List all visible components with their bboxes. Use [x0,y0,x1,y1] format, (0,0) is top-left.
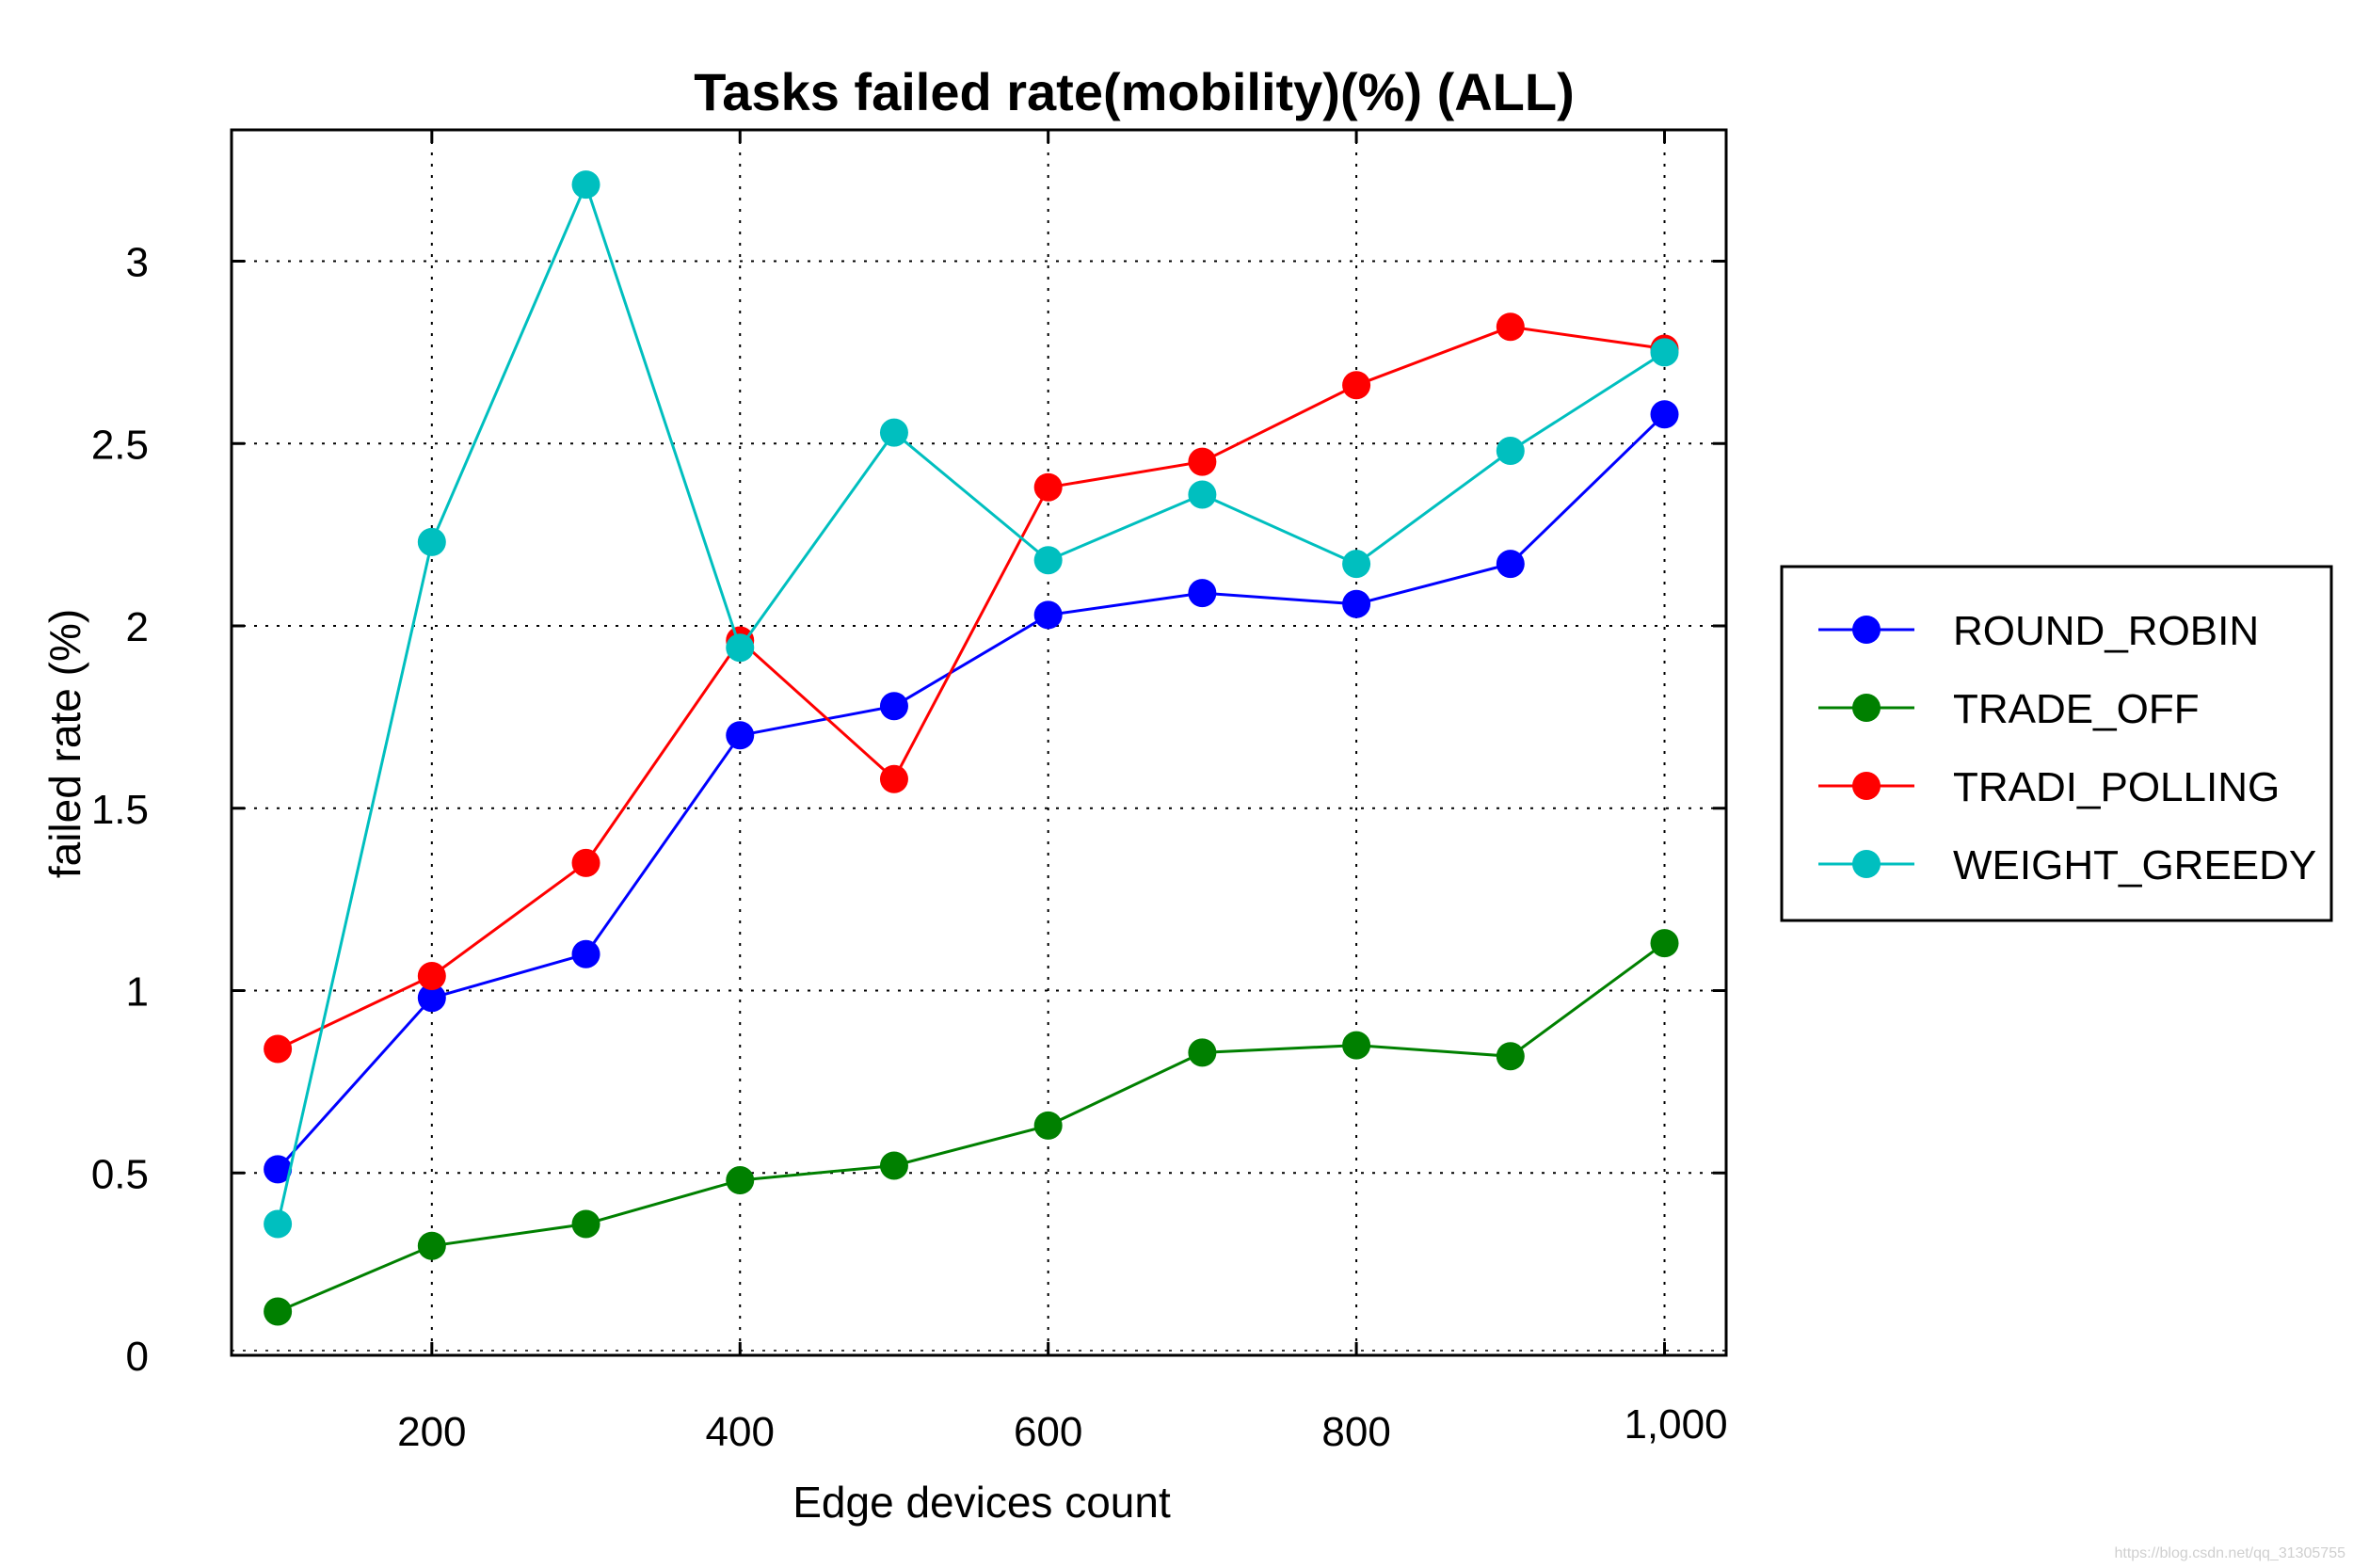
data-point-tradi-polling [879,764,908,793]
series-line-round-robin [276,413,1666,1171]
series-layer [264,170,1679,1326]
data-point-trade-off [726,1166,755,1194]
legend-marker-round-robin [1852,616,1881,644]
data-point-round-robin [417,984,446,1013]
legend-marker-trade-off [1852,694,1881,722]
legend-label-round-robin: ROUND_ROBIN [1953,608,2259,654]
legend: ROUND_ROBIN TRADE_OFF TRADI_POLLING WEIGHT_… [1780,565,2333,922]
data-point-round-robin [571,939,600,968]
y-tick-label: 2 [126,604,149,650]
data-point-weight-greedy [571,170,600,200]
data-point-round-robin [264,1155,293,1184]
data-point-weight-greedy [1342,550,1371,579]
data-point-trade-off [571,1209,600,1239]
legend-label-trade-off: TRADE_OFF [1953,686,2200,732]
data-point-trade-off [1496,1042,1525,1071]
data-point-tradi-polling [1342,371,1371,400]
series-line-weight-greedy [276,180,1666,1224]
data-point-tradi-polling [1033,472,1063,502]
data-point-weight-greedy [1650,338,1679,367]
x-tick-label: 800 [1321,1409,1390,1455]
data-point-weight-greedy [1188,480,1217,509]
data-point-tradi-polling [264,1034,293,1064]
data-point-trade-off [1033,1111,1063,1140]
y-tick-label: 3 [126,240,149,286]
y-tick-label: 1.5 [91,787,149,833]
data-point-tradi-polling [571,848,600,877]
data-point-weight-greedy [1496,437,1525,465]
data-point-weight-greedy [264,1209,293,1239]
data-point-round-robin [1496,550,1525,579]
data-point-round-robin [726,721,755,750]
data-point-round-robin [1342,589,1371,618]
data-point-trade-off [417,1231,446,1260]
data-point-trade-off [1342,1031,1371,1060]
data-point-round-robin [1650,400,1679,429]
data-point-weight-greedy [1033,546,1063,575]
data-point-trade-off [879,1151,908,1180]
data-point-trade-off [1650,929,1679,958]
data-point-trade-off [1188,1038,1217,1067]
series-line-trade-off [277,941,1666,1313]
ticks: 0 0.5 1 1.5 2 2.5 3 200 400 600 800 1,000 [91,130,1728,1455]
legend-marker-weight-greedy [1852,850,1881,878]
y-tick-label: 0.5 [91,1151,149,1197]
y-axis-label: failed rate (%) [40,609,89,878]
data-point-tradi-polling [417,962,446,990]
legend-marker-tradi-polling [1852,772,1881,800]
y-tick-label: 2.5 [91,422,149,468]
data-point-tradi-polling [1496,312,1525,342]
watermark: https://blog.csdn.net/qq_31305755 [2114,1545,2345,1561]
data-point-round-robin [1033,600,1063,630]
plot-frame [230,128,1728,1357]
data-point-trade-off [264,1297,293,1326]
data-point-weight-greedy [417,527,446,556]
chart-title: Tasks failed rate(mobility)(%) (ALL) [694,62,1575,121]
series-line-tradi-polling [277,325,1665,1050]
y-tick-label: 0 [126,1334,149,1380]
data-point-tradi-polling [1188,447,1217,476]
data-point-weight-greedy [726,633,755,663]
x-tick-label: 200 [397,1409,466,1455]
data-point-round-robin [879,692,908,721]
x-tick-label: 1,000 [1624,1401,1727,1448]
x-axis-label: Edge devices count [792,1478,1171,1527]
legend-label-tradi-polling: TRADI_POLLING [1953,764,2280,810]
x-tick-label: 400 [706,1409,775,1455]
x-tick-label: 600 [1014,1409,1082,1455]
y-tick-label: 1 [126,969,149,1016]
data-point-weight-greedy [879,418,908,447]
legend-label-weight-greedy: WEIGHT_GREEDY [1953,842,2316,888]
data-point-round-robin [1188,579,1217,608]
